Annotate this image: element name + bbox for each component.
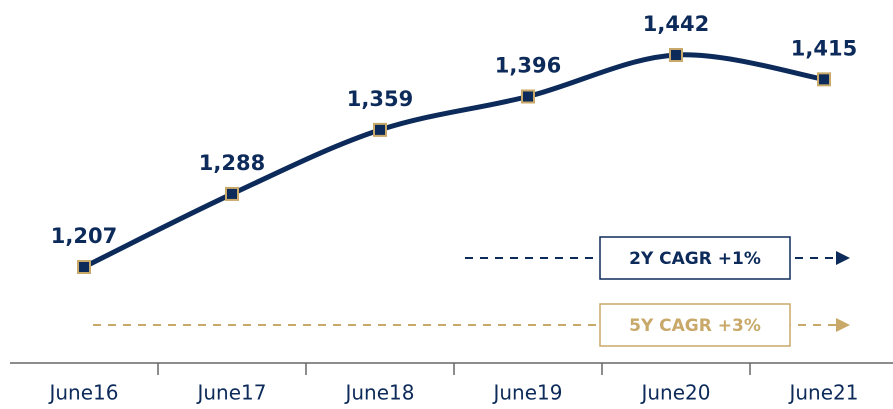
marker [373,122,387,137]
x-tick-label: June20 [639,381,710,405]
arrow-head [836,318,850,332]
x-tick-label: June18 [343,381,414,405]
annotation-text: 5Y CAGR +3% [629,316,761,336]
arrow-head [836,251,850,265]
data-label: 1,359 [347,87,413,111]
data-label: 1,288 [199,151,265,175]
marker [817,72,831,87]
data-label: 1,415 [791,36,857,60]
x-tick-label: June16 [47,381,118,405]
x-tick-label: June17 [195,381,266,405]
data-line [82,52,825,270]
data-label: 1,396 [495,53,561,77]
x-tick-label: June21 [787,381,858,405]
x-tick-label: June19 [491,381,562,405]
data-label: 1,442 [643,12,709,36]
annotation-text: 2Y CAGR +1% [629,249,761,269]
annotation-box [599,303,791,347]
marker [521,89,535,104]
marker [225,186,239,201]
marker [669,48,683,62]
marker [77,260,91,274]
data-label: 1,207 [51,224,117,248]
annotation-box [599,236,791,280]
